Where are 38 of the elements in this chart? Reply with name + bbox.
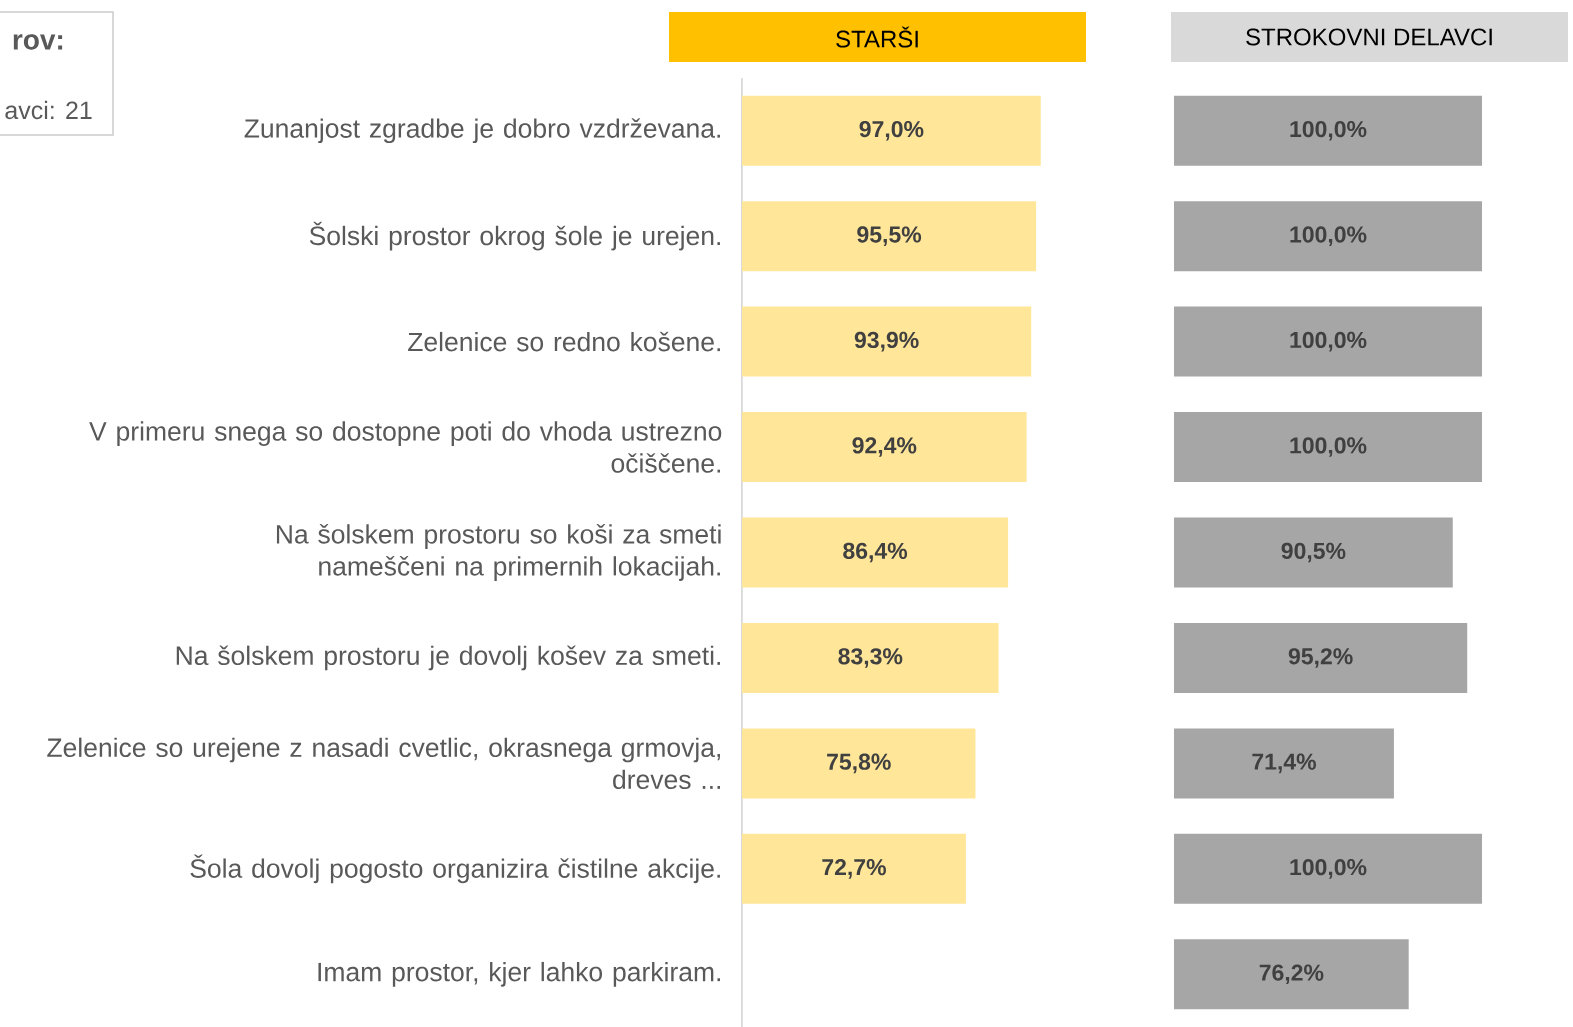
y-tick-label: Šolski prostor okrog šole je urejen. xyxy=(309,221,720,251)
y-tick-label: Zelenice so urejene z nasadi cvetlic, okrasnega grmovja, dreves ... xyxy=(47,737,721,790)
bar xyxy=(742,728,976,799)
chart-title: STARŠI xyxy=(836,26,918,48)
data-label: 71,4% xyxy=(1252,753,1316,774)
data-label: 83,3% xyxy=(838,648,903,668)
y-tick-label: Zunanjost zgradbe je dobro vzdrževana. xyxy=(244,118,720,144)
data-label: 86,4% xyxy=(843,542,908,563)
bar xyxy=(742,517,1009,588)
data-label: 100,0% xyxy=(1290,437,1367,457)
data-label: 97,0% xyxy=(859,120,924,141)
data-label: 93,9% xyxy=(854,331,919,352)
y-tick-label: Na šolskem prostoru je dovolj košev za smeti. xyxy=(176,645,720,671)
bar xyxy=(742,622,999,693)
data-label: 100,0% xyxy=(1290,120,1367,141)
y-tick-label: Na šolskem prostoru so koši za smeti nameščeni na primernih lokacijah. xyxy=(276,524,721,581)
bar xyxy=(742,306,1032,377)
data-label: 100,0% xyxy=(1290,331,1367,352)
y-tick-label: Zelenice so redno košene. xyxy=(408,331,720,352)
bar xyxy=(742,201,1037,272)
data-label: 90,5% xyxy=(1281,542,1346,563)
data-label: 72,7% xyxy=(822,859,886,879)
bar xyxy=(742,95,1041,166)
y-tick-label: V primeru snega so dostopne poti do vhoda ustrezno očiščene. xyxy=(89,421,722,473)
bar xyxy=(742,412,1027,483)
data-label: 76,2% xyxy=(1259,964,1324,985)
text: rov: xyxy=(13,34,63,50)
chart-title: STROKOVNI DELAVCI xyxy=(1246,28,1492,46)
text: avci: 21 xyxy=(5,100,92,120)
data-label: 75,8% xyxy=(827,753,891,774)
data-label: 100,0% xyxy=(1290,226,1367,246)
bar xyxy=(742,833,966,904)
y-tick-label: Šola dovolj pogosto organizira čistilne akcije. xyxy=(190,854,720,884)
y-tick-label: Imam prostor, kjer lahko parkiram. xyxy=(318,961,720,987)
data-label: 100,0% xyxy=(1290,859,1367,879)
data-label: 92,4% xyxy=(852,437,917,457)
data-label: 95,5% xyxy=(857,226,922,246)
data-label: 95,2% xyxy=(1288,648,1353,668)
